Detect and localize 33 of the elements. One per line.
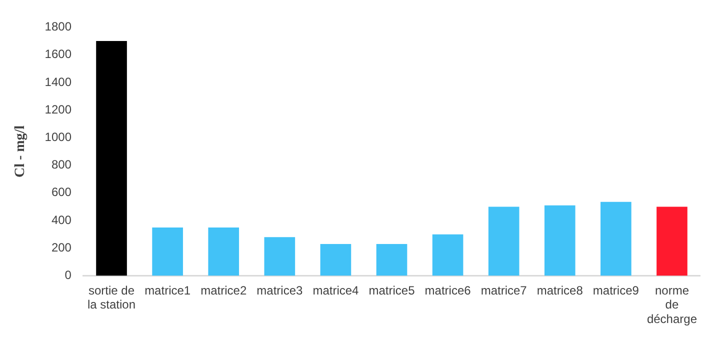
x-tick-label: matrice1 [144,283,191,298]
x-tick-label: matrice9 [592,283,640,298]
bar [320,244,352,276]
x-tick-label: matrice2 [200,283,247,298]
y-tick-label: 600 [51,185,72,200]
y-tick-label: 1600 [44,47,72,62]
y-tick-label: 1200 [44,102,72,116]
bar [208,227,240,276]
bar [152,227,183,276]
x-tick-label: matrice7 [480,283,528,298]
bar [264,237,296,276]
y-tick-label: 1400 [44,74,72,89]
y-tick-label: 1000 [44,130,72,144]
bar [488,206,520,276]
bar [432,234,464,276]
y-axis-title: Cl - mg/l [13,125,28,178]
bar [376,244,408,276]
x-tick-label: matrice8 [536,283,584,298]
x-tick-label: matrice3 [256,283,303,298]
x-tick-label: norme de décharge [646,283,698,326]
y-tick-label: 800 [51,158,72,172]
bar [96,41,127,276]
y-tick-label: 1800 [44,20,72,34]
y-tick-label: 400 [51,212,72,227]
x-tick-label: matrice6 [424,283,472,298]
bar [544,205,576,276]
y-tick-label: 0 [64,268,72,282]
bar [600,202,632,276]
y-tick-label: 200 [51,240,72,254]
x-tick-label: matrice4 [312,283,360,298]
bar [656,206,688,276]
x-tick-label: matrice5 [368,283,416,298]
x-tick-label: sortie de la station [88,283,136,312]
